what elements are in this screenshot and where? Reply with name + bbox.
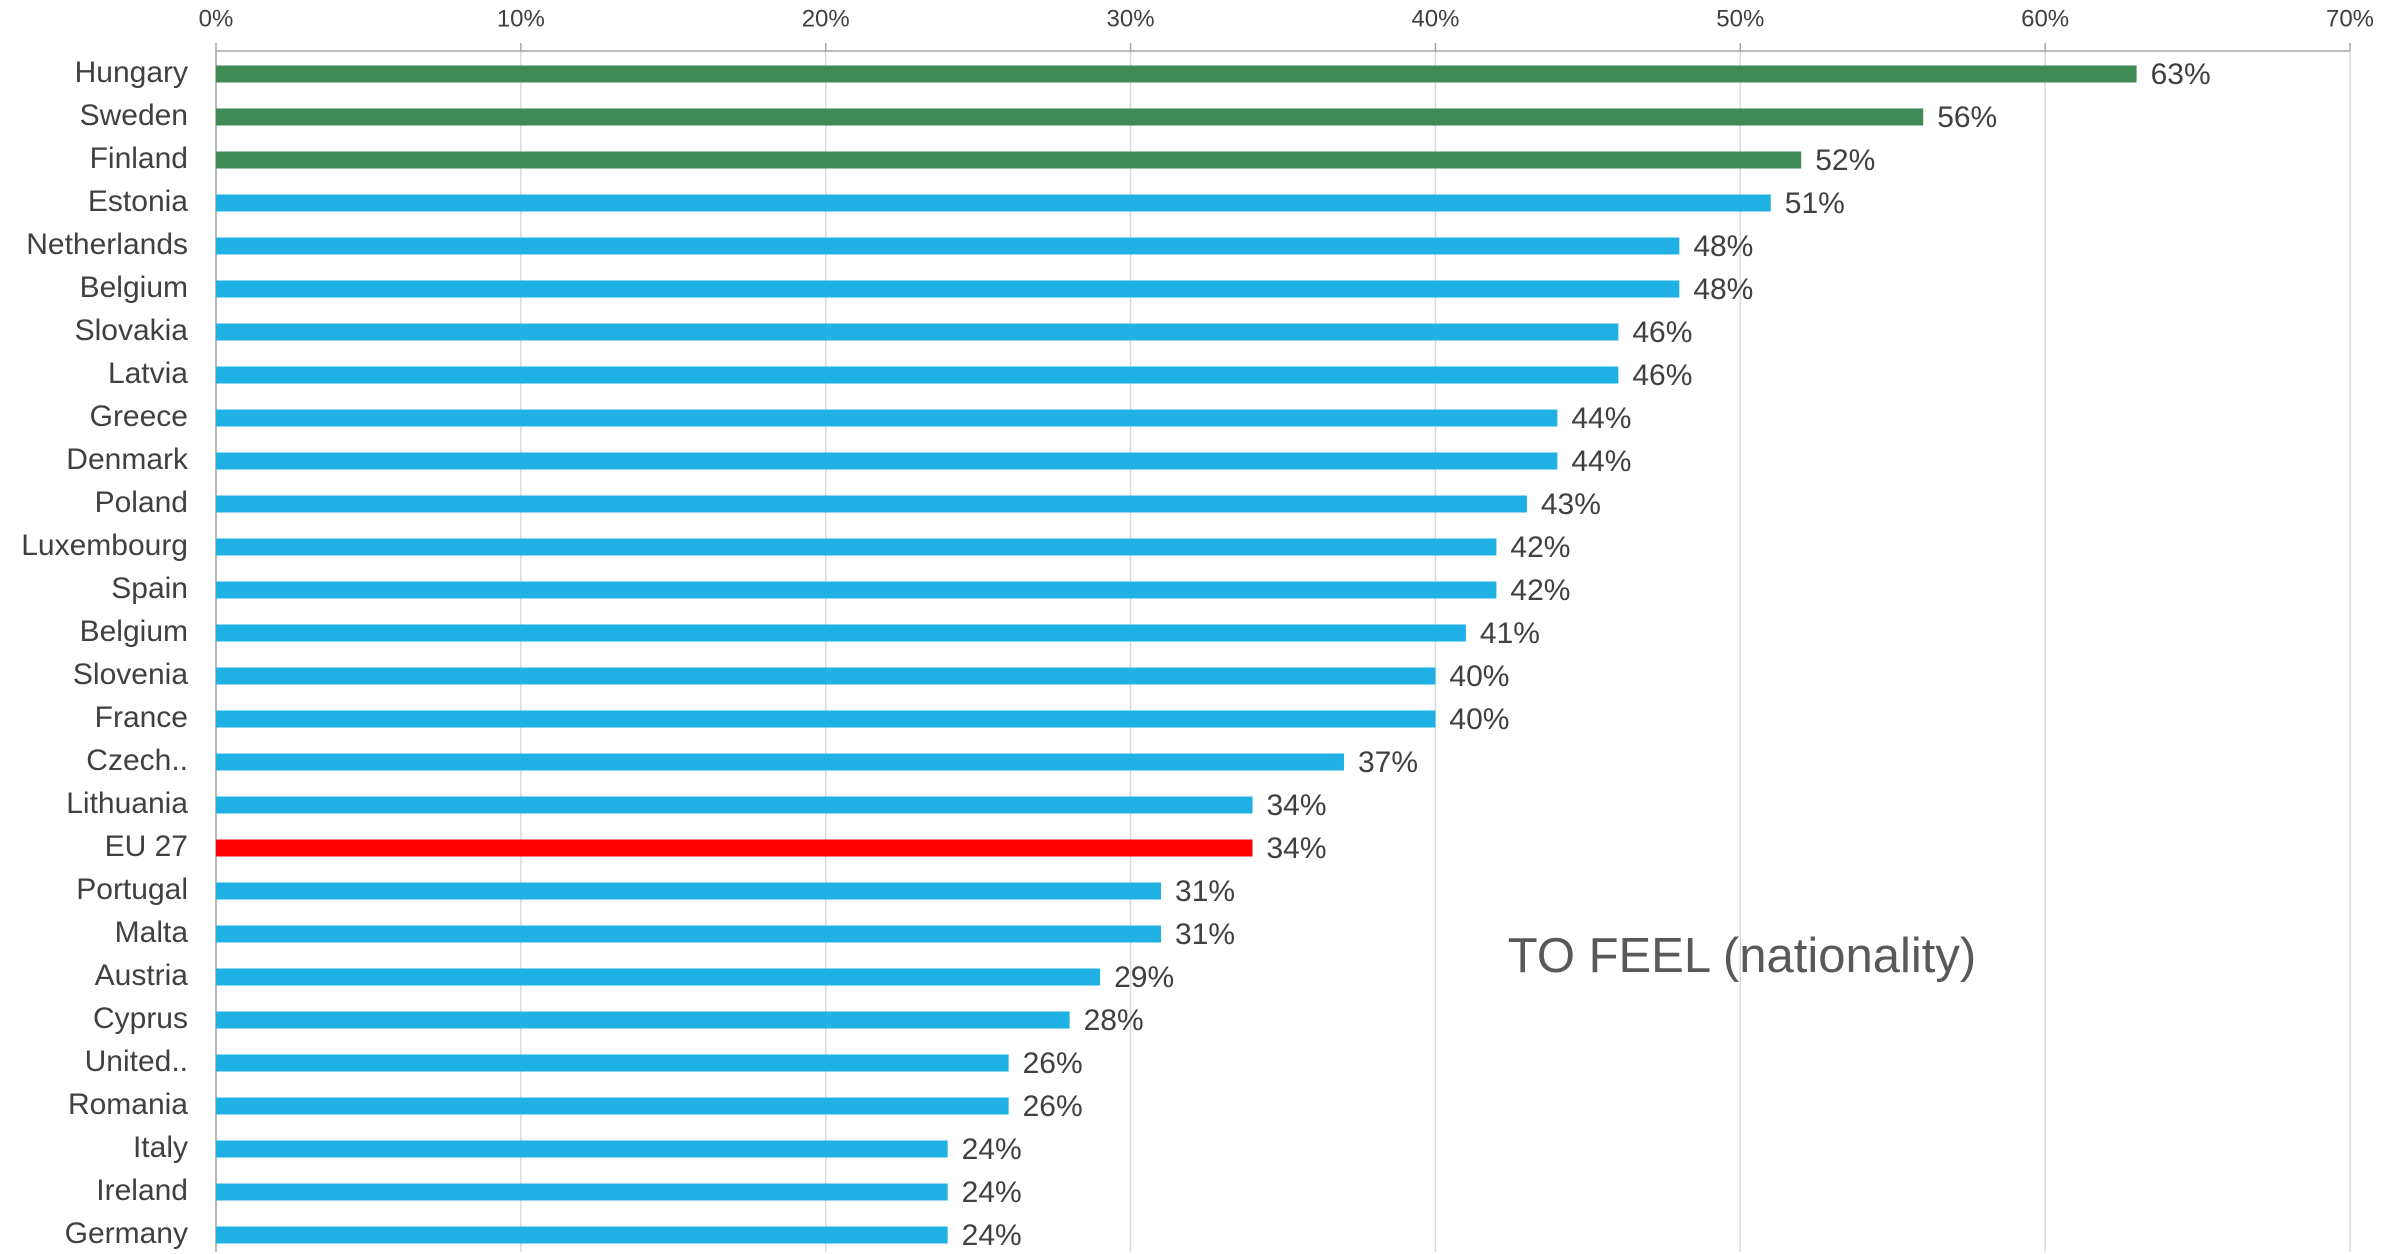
y-tick-label: Ireland — [96, 1174, 188, 1207]
bar — [216, 194, 1771, 212]
bar — [216, 753, 1344, 771]
data-label: 51% — [1785, 187, 1845, 220]
y-tick-label: France — [95, 701, 188, 734]
data-label: 63% — [2151, 58, 2211, 91]
data-label: 31% — [1175, 875, 1235, 908]
data-label: 52% — [1815, 144, 1875, 177]
y-tick-label: Czech.. — [86, 744, 188, 777]
data-label: 24% — [962, 1176, 1022, 1209]
data-label: 44% — [1571, 445, 1631, 478]
y-tick-label: Austria — [95, 959, 189, 992]
data-label: 48% — [1693, 230, 1753, 263]
bar — [216, 882, 1162, 900]
bar — [216, 237, 1680, 255]
x-tick-label: 20% — [802, 5, 850, 32]
bar — [216, 839, 1253, 857]
x-tick-label: 30% — [1107, 5, 1155, 32]
data-label: 26% — [1023, 1090, 1083, 1123]
y-tick-label: Germany — [65, 1217, 188, 1250]
y-tick-label: Latvia — [108, 357, 188, 390]
y-tick-label: Finland — [90, 142, 188, 175]
bar — [216, 1183, 948, 1201]
data-label: 46% — [1632, 359, 1692, 392]
bar — [216, 1054, 1009, 1072]
y-tick-label: Greece — [90, 400, 188, 433]
y-tick-label: Poland — [95, 486, 188, 519]
x-tick-label: 40% — [1411, 5, 1459, 32]
data-label: 34% — [1267, 789, 1327, 822]
y-tick-label: United.. — [85, 1045, 188, 1078]
x-tick-label: 70% — [2326, 5, 2374, 32]
data-label: 29% — [1114, 961, 1174, 994]
bar — [216, 968, 1101, 986]
data-label: 40% — [1449, 703, 1509, 736]
x-tick-label: 60% — [2021, 5, 2069, 32]
y-tick-label: Italy — [133, 1131, 188, 1164]
y-tick-label: Hungary — [75, 56, 188, 89]
y-tick-label: Cyprus — [93, 1002, 188, 1035]
y-tick-label: Slovakia — [75, 314, 189, 347]
bar — [216, 710, 1436, 728]
y-tick-label: Sweden — [80, 99, 188, 132]
y-tick-label: Portugal — [76, 873, 188, 906]
y-tick-label: Denmark — [66, 443, 189, 476]
bar — [216, 624, 1466, 642]
data-label: 42% — [1510, 574, 1570, 607]
bar — [216, 796, 1253, 814]
y-tick-label: Netherlands — [26, 228, 188, 261]
x-tick-label: 50% — [1716, 5, 1764, 32]
bar — [216, 151, 1802, 169]
data-label: 48% — [1693, 273, 1753, 306]
bar — [216, 1140, 948, 1158]
bar — [216, 1226, 948, 1244]
data-label: 42% — [1510, 531, 1570, 564]
data-label: 44% — [1571, 402, 1631, 435]
data-label: 41% — [1480, 617, 1540, 650]
y-tick-label: EU 27 — [105, 830, 188, 863]
data-label: 31% — [1175, 918, 1235, 951]
x-tick-label: 0% — [199, 5, 234, 32]
bar — [216, 925, 1162, 943]
x-tick-label: 10% — [497, 5, 545, 32]
data-label: 24% — [962, 1133, 1022, 1166]
data-label: 26% — [1023, 1047, 1083, 1080]
bar — [216, 1011, 1070, 1029]
y-tick-label: Spain — [111, 572, 188, 605]
bar — [216, 667, 1436, 685]
bar — [216, 538, 1497, 556]
y-tick-label: Belgium — [80, 271, 188, 304]
data-label: 43% — [1541, 488, 1601, 521]
data-label: 34% — [1267, 832, 1327, 865]
data-label: 40% — [1449, 660, 1509, 693]
bar — [216, 323, 1619, 341]
bar — [216, 409, 1558, 427]
data-label: 28% — [1084, 1004, 1144, 1037]
y-tick-label: Malta — [115, 916, 189, 949]
y-tick-label: Luxembourg — [21, 529, 188, 562]
bar — [216, 65, 2137, 83]
annotation: TO FEEL (nationality) — [1508, 929, 1976, 983]
bar — [216, 366, 1619, 384]
bar — [216, 581, 1497, 599]
y-tick-label: Belgium — [80, 615, 188, 648]
y-tick-label: Slovenia — [73, 658, 188, 691]
y-tick-label: Estonia — [88, 185, 188, 218]
bar — [216, 280, 1680, 298]
y-tick-label: Romania — [68, 1088, 188, 1121]
data-label: 24% — [962, 1219, 1022, 1252]
y-tick-label: Lithuania — [66, 787, 188, 820]
bar — [216, 1097, 1009, 1115]
data-label: 37% — [1358, 746, 1418, 779]
bar — [216, 495, 1527, 513]
data-label: 56% — [1937, 101, 1997, 134]
bar — [216, 452, 1558, 470]
data-label: 46% — [1632, 316, 1692, 349]
bar — [216, 108, 1924, 126]
